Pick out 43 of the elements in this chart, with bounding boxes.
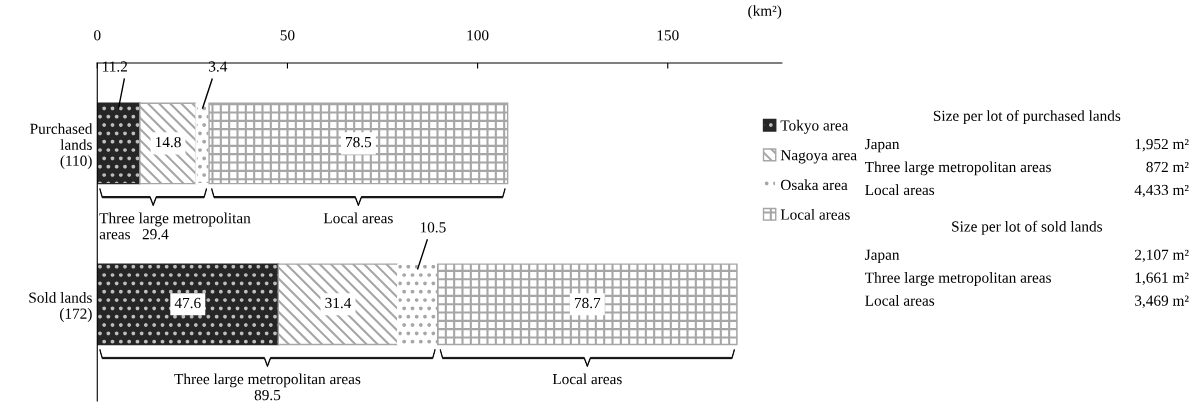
bar: [277, 263, 399, 346]
x-tick-label: 100: [467, 30, 489, 41]
text: 2,107 m²: [1135, 249, 1189, 263]
annotation: Local areas: [552, 373, 622, 385]
x-tick-label: 0: [94, 30, 101, 41]
text: Japan: [865, 139, 900, 153]
text: Three large metropolitan areas: [865, 272, 1051, 286]
text: 3,469 m²: [1135, 295, 1189, 308]
bar: [436, 263, 738, 346]
x-tick-label: 50: [280, 30, 295, 41]
text: 1,952 m²: [1135, 138, 1189, 152]
annotation: Three large metropolitan areas 89.5: [174, 373, 361, 401]
text: Japan: [865, 249, 900, 263]
legend-label: Tokyo area: [780, 119, 849, 134]
bar: [97, 102, 141, 185]
text: Size per lot of sold lands: [952, 220, 1103, 235]
data-label: 3.4: [209, 61, 228, 72]
legend-label: Osaka area: [780, 179, 848, 191]
text: Local areas: [865, 184, 935, 196]
annotation: Local areas: [323, 212, 393, 224]
y-tick-label: Purchased lands (110): [30, 123, 93, 170]
data-label: 78.5: [346, 136, 372, 148]
y-tick-label: Sold lands (172): [29, 292, 92, 322]
text: (km²): [748, 5, 782, 20]
data-label: 10.5: [420, 222, 446, 233]
legend-label: Nagoya area: [780, 150, 857, 164]
text: 4,433 m²: [1134, 184, 1189, 198]
bar: [97, 263, 280, 346]
data-label: 47.6: [174, 297, 201, 309]
data-label: 14.8: [156, 136, 181, 148]
text: Local areas: [865, 295, 935, 306]
text: Three large metropolitan areas: [865, 161, 1051, 176]
data-label: 78.7: [574, 297, 601, 309]
bar: [397, 263, 439, 346]
data-label: 11.2: [103, 61, 128, 72]
legend-label: Local areas: [780, 209, 850, 220]
bar: [208, 102, 509, 185]
x-tick-label: 150: [657, 30, 679, 41]
text: 1,661 m²: [1135, 272, 1189, 286]
data-label: 31.4: [325, 297, 352, 309]
text: Size per lot of purchased lands: [933, 110, 1121, 125]
annotation: Three large metropolitan areas 29.4: [99, 212, 251, 240]
text: 872 m²: [1146, 161, 1189, 173]
